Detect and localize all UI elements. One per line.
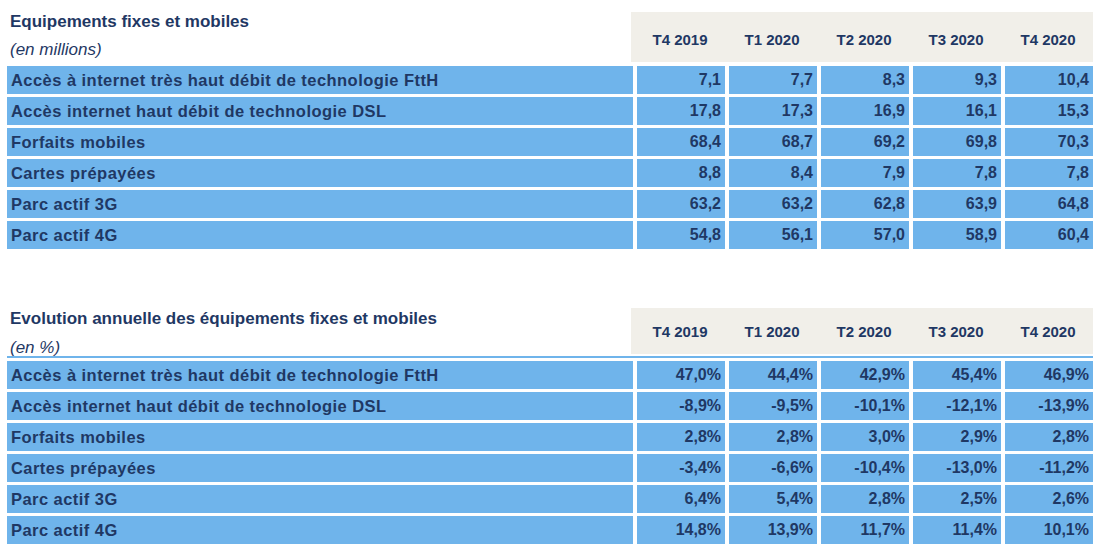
column-header: T3 2020 <box>912 323 1000 340</box>
value-cell: 47,0% <box>637 361 725 389</box>
quarter-header-row: T4 2019T1 2020T2 2020T3 2020T4 2020 <box>631 12 1093 62</box>
column-header: T4 2019 <box>636 31 724 48</box>
value-cell: 9,3 <box>913 66 1001 94</box>
row-label: Forfaits mobiles <box>7 128 633 156</box>
quarter-header-row: T4 2019T1 2020T2 2020T3 2020T4 2020 <box>631 308 1093 354</box>
value-cell: 70,3 <box>1005 128 1093 156</box>
value-cell: -10,1% <box>821 392 909 420</box>
row-label: Accès internet haut débit de technologie… <box>7 97 633 125</box>
value-cell: -13,0% <box>913 454 1001 482</box>
row-label: Parc actif 4G <box>7 516 633 544</box>
row-label: Parc actif 4G <box>7 221 633 249</box>
table-title: Evolution annuelle des équipements fixes… <box>10 309 437 329</box>
value-cell: 17,8 <box>637 97 725 125</box>
row-label: Parc actif 3G <box>7 485 633 513</box>
value-cell: 2,8% <box>729 423 817 451</box>
value-cell: 45,4% <box>913 361 1001 389</box>
row-label: Parc actif 3G <box>7 190 633 218</box>
table-unit: (en %) <box>10 338 60 358</box>
value-cell: 2,8% <box>637 423 725 451</box>
value-cell: 69,8 <box>913 128 1001 156</box>
value-cell: -9,5% <box>729 392 817 420</box>
value-cell: 69,2 <box>821 128 909 156</box>
value-cell: 10,4 <box>1005 66 1093 94</box>
value-cell: 46,9% <box>1005 361 1093 389</box>
column-header: T1 2020 <box>728 323 816 340</box>
table-title: Equipements fixes et mobiles <box>10 12 249 32</box>
value-cell: 63,9 <box>913 190 1001 218</box>
value-cell: 16,1 <box>913 97 1001 125</box>
value-cell: 6,4% <box>637 485 725 513</box>
value-cell: -12,1% <box>913 392 1001 420</box>
value-cell: 8,3 <box>821 66 909 94</box>
value-cell: 3,0% <box>821 423 909 451</box>
value-cell: -3,4% <box>637 454 725 482</box>
row-label: Cartes prépayées <box>7 159 633 187</box>
value-cell: 68,4 <box>637 128 725 156</box>
value-cell: 5,4% <box>729 485 817 513</box>
value-cell: 14,8% <box>637 516 725 544</box>
value-cell: 2,5% <box>913 485 1001 513</box>
value-cell: 16,9 <box>821 97 909 125</box>
value-cell: 63,2 <box>637 190 725 218</box>
value-cell: 42,9% <box>821 361 909 389</box>
value-cell: 2,9% <box>913 423 1001 451</box>
value-cell: 7,7 <box>729 66 817 94</box>
value-cell: 68,7 <box>729 128 817 156</box>
column-header: T2 2020 <box>820 31 908 48</box>
value-cell: 2,8% <box>1005 423 1093 451</box>
value-cell: 60,4 <box>1005 221 1093 249</box>
row-label: Accès internet haut débit de technologie… <box>7 392 633 420</box>
value-cell: 8,8 <box>637 159 725 187</box>
value-cell: 8,4 <box>729 159 817 187</box>
value-cell: 7,8 <box>1005 159 1093 187</box>
row-label: Accès à internet très haut débit de tech… <box>7 66 633 94</box>
value-cell: 15,3 <box>1005 97 1093 125</box>
value-cell: -8,9% <box>637 392 725 420</box>
value-cell: 63,2 <box>729 190 817 218</box>
value-cell: 17,3 <box>729 97 817 125</box>
value-cell: 7,1 <box>637 66 725 94</box>
column-header: T4 2019 <box>636 323 724 340</box>
value-cell: 7,8 <box>913 159 1001 187</box>
value-cell: -10,4% <box>821 454 909 482</box>
row-label: Cartes prépayées <box>7 454 633 482</box>
table-body: Accès à internet très haut débit de tech… <box>7 361 1093 544</box>
column-header: T4 2020 <box>1004 31 1092 48</box>
value-cell: 64,8 <box>1005 190 1093 218</box>
value-cell: 11,4% <box>913 516 1001 544</box>
value-cell: -13,9% <box>1005 392 1093 420</box>
value-cell: 2,6% <box>1005 485 1093 513</box>
value-cell: 2,8% <box>821 485 909 513</box>
value-cell: 11,7% <box>821 516 909 544</box>
row-label: Accès à internet très haut débit de tech… <box>7 361 633 389</box>
value-cell: 56,1 <box>729 221 817 249</box>
value-cell: 58,9 <box>913 221 1001 249</box>
column-header: T2 2020 <box>820 323 908 340</box>
column-header: T1 2020 <box>728 31 816 48</box>
column-header: T4 2020 <box>1004 323 1092 340</box>
value-cell: -6,6% <box>729 454 817 482</box>
row-label: Forfaits mobiles <box>7 423 633 451</box>
value-cell: 10,1% <box>1005 516 1093 544</box>
value-cell: 57,0 <box>821 221 909 249</box>
column-header: T3 2020 <box>912 31 1000 48</box>
table-top-border <box>7 356 1093 358</box>
value-cell: 54,8 <box>637 221 725 249</box>
value-cell: 7,9 <box>821 159 909 187</box>
value-cell: 62,8 <box>821 190 909 218</box>
value-cell: -11,2% <box>1005 454 1093 482</box>
value-cell: 13,9% <box>729 516 817 544</box>
table-body: Accès à internet très haut débit de tech… <box>7 66 1093 249</box>
table-unit: (en millions) <box>10 40 102 60</box>
value-cell: 44,4% <box>729 361 817 389</box>
